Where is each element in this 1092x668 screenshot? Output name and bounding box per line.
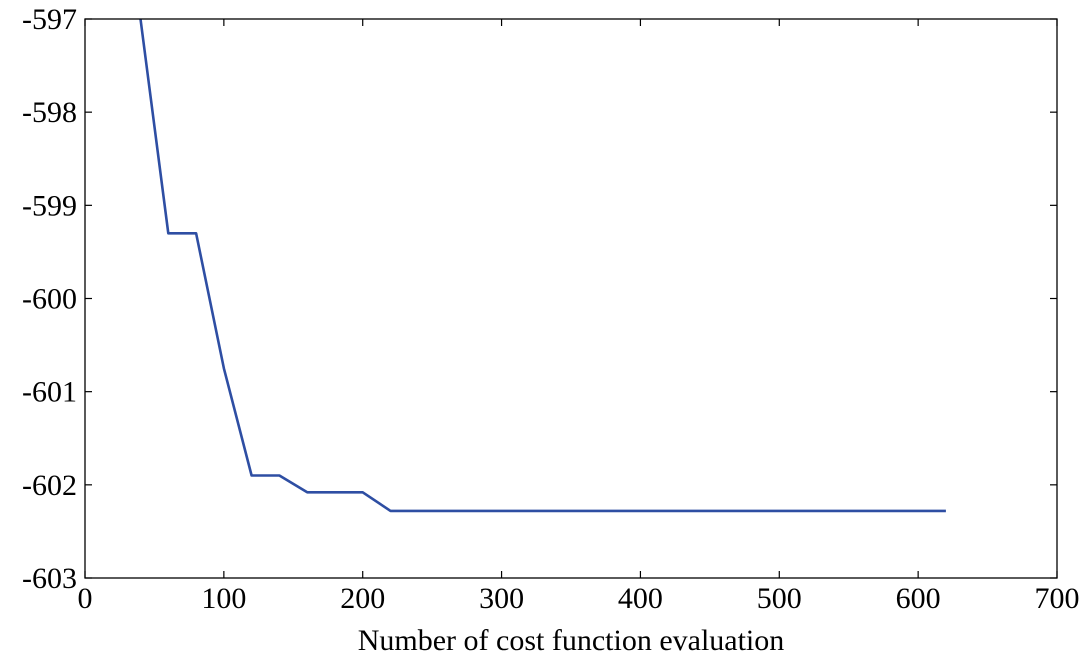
y-tick-label: -597 (22, 3, 77, 36)
tick-labels-layer: 0 100 200 300 400 500 600 700 -597 -598 -599 -600 -6… (22, 3, 1080, 615)
x-tick-label: 700 (1035, 582, 1080, 615)
y-tick-label: -600 (22, 283, 77, 316)
x-tick-label: 600 (896, 582, 941, 615)
plot-frame (84, 18, 1058, 579)
series-line (139, 18, 946, 513)
x-tick-label: 0 (78, 582, 93, 615)
x-axis-title: Number of cost function evaluation (358, 624, 785, 657)
x-tick-label: 200 (340, 582, 385, 615)
y-tick-label: -601 (22, 376, 77, 409)
ticks-layer (84, 18, 1058, 579)
y-tick-label: -598 (22, 96, 77, 129)
x-tick-label: 300 (479, 582, 524, 615)
y-tick-label: -602 (22, 469, 77, 502)
x-tick-label: 100 (201, 582, 246, 615)
x-tick-label: 500 (757, 582, 802, 615)
series-layer (139, 18, 946, 513)
y-tick-label: -599 (22, 189, 77, 222)
y-tick-label: -603 (22, 562, 77, 595)
x-tick-label: 400 (618, 582, 663, 615)
